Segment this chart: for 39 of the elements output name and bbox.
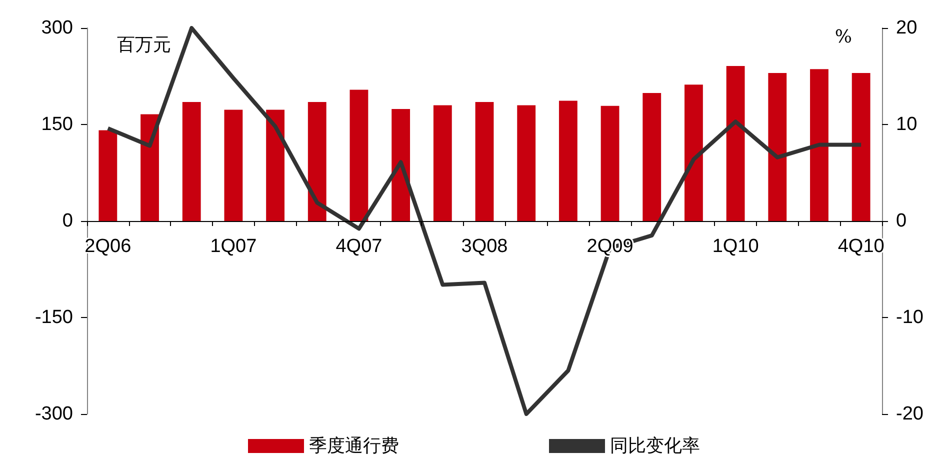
y-tick-label: 0 — [62, 210, 73, 232]
bar — [726, 66, 745, 221]
y2-tick-label: -20 — [896, 404, 924, 424]
bar — [810, 69, 828, 221]
y2-tick-label: 20 — [896, 18, 918, 38]
y2-axis-title: % — [834, 26, 852, 48]
x-tick-label: 4Q10 — [838, 236, 884, 257]
y-tick-label: 150 — [41, 114, 73, 135]
y-tick-label: -300 — [34, 404, 73, 424]
legend-label: 同比变化率 — [610, 436, 700, 456]
bar — [475, 102, 494, 221]
y-tick-label: -150 — [34, 307, 73, 328]
y-tick-label: 300 — [41, 18, 73, 38]
bar — [642, 92, 662, 221]
y2-tick-label: 0 — [896, 210, 907, 232]
y2-tick-label: -10 — [896, 307, 924, 328]
bar — [684, 84, 703, 221]
bar — [433, 105, 452, 221]
bar — [140, 114, 159, 221]
bar — [392, 109, 410, 221]
bar — [600, 106, 620, 221]
y2-tick-label: 10 — [896, 114, 918, 135]
bar — [98, 130, 118, 221]
bar — [350, 90, 368, 221]
bar — [308, 102, 326, 221]
x-tick-label: 1Q07 — [210, 236, 257, 257]
x-tick-label: 3Q08 — [461, 236, 508, 257]
x-tick-label: 2Q06 — [84, 236, 132, 257]
bar — [224, 110, 243, 221]
legend-label: 季度通行费 — [309, 436, 399, 456]
bar — [517, 105, 536, 221]
bar — [182, 102, 201, 221]
bar — [558, 100, 578, 221]
x-tick-label: 1Q10 — [712, 236, 759, 257]
x-tick-label: 4Q07 — [336, 236, 382, 257]
bar — [852, 73, 870, 221]
bar — [768, 73, 787, 221]
y-axis-title: 百万元 — [117, 34, 171, 56]
bar — [266, 110, 284, 221]
